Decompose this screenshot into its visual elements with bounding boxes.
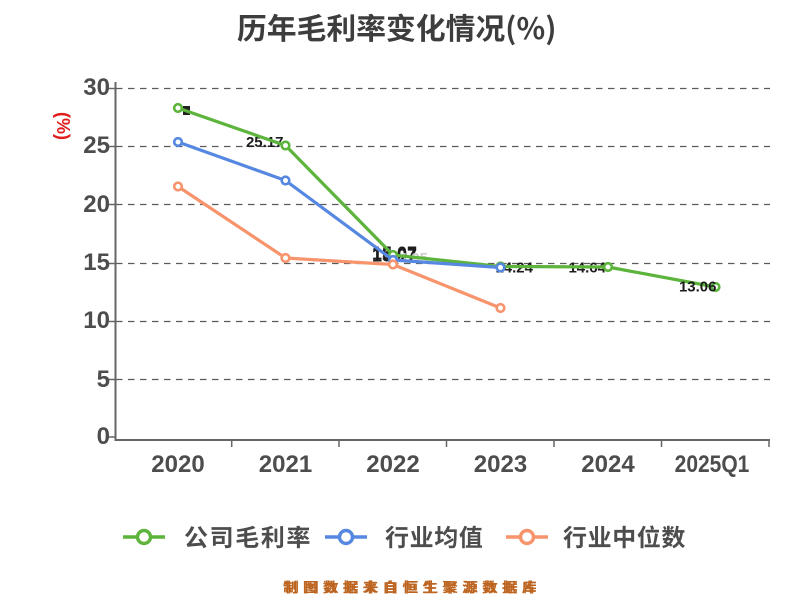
svg-text:25.17: 25.17 bbox=[246, 134, 284, 151]
svg-text:13.06: 13.06 bbox=[679, 279, 717, 296]
